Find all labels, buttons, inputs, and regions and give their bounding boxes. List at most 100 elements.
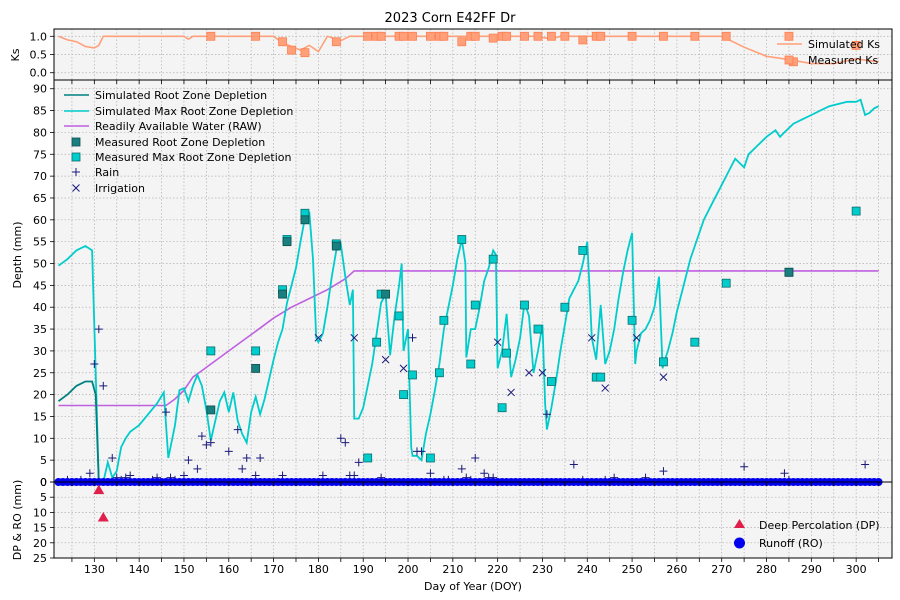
dp-ro-y-axis-label: DP & RO (mm) <box>11 480 24 561</box>
rain-point <box>471 453 480 462</box>
x-tick-label: 260 <box>666 563 687 576</box>
dp-ro-y-tick-label: 25 <box>33 552 47 565</box>
rain-point <box>184 456 193 465</box>
irrigation-point <box>381 355 390 364</box>
measured-ks-point <box>502 31 512 41</box>
measured-ks-point <box>300 48 310 58</box>
measured-ks-point <box>690 31 700 41</box>
rain-point <box>341 438 350 447</box>
measured-max-rzd-point <box>372 337 382 347</box>
measured-ks-point <box>457 37 467 47</box>
measured-max-rzd-point <box>533 324 543 334</box>
measured-ks-point <box>331 37 341 47</box>
measured-max-rzd-point <box>627 315 637 325</box>
measured-ks-point <box>363 31 373 41</box>
depletion-y-tick-label: 5 <box>40 454 47 467</box>
legend-simulated-rzd-label: Simulated Root Zone Depletion <box>95 89 267 102</box>
legend-raw-label: Readily Available Water (RAW) <box>95 120 262 133</box>
legend-simulated-max-rzd-label: Simulated Max Root Zone Depletion <box>95 105 293 118</box>
x-tick-label: 300 <box>846 563 867 576</box>
rain-point <box>354 458 363 467</box>
measured-ks-point <box>439 31 449 41</box>
simulated-ks-line <box>58 35 879 65</box>
legend-measured-rzd-marker <box>71 137 81 147</box>
measured-rzd-point <box>331 241 341 251</box>
ks-panel: 0.0 0.5 1.0 Ks Simulated Ks Measured Ks <box>9 28 893 81</box>
x-tick-label: 250 <box>622 563 643 576</box>
rain-point <box>659 467 668 476</box>
depletion-y-tick-label: 30 <box>33 345 47 358</box>
legend-measured-rzd-label: Measured Root Zone Depletion <box>95 136 265 149</box>
rain-point <box>336 434 345 443</box>
measured-max-rzd-point <box>434 368 444 378</box>
depletion-y-tick-label: 60 <box>33 214 47 227</box>
depletion-y-tick-label: 35 <box>33 323 47 336</box>
irrigation-point <box>350 333 359 342</box>
measured-rzd-point <box>282 237 292 247</box>
dp-ro-y-tick-label: 20 <box>33 537 47 550</box>
depletion-y-tick-label: 10 <box>33 432 47 445</box>
depletion-y-tick-label: 90 <box>33 83 47 96</box>
measured-max-rzd-point <box>721 278 731 288</box>
legend-rain-marker <box>72 168 80 176</box>
measured-max-rzd-point <box>497 403 507 413</box>
legend-measured-max-rzd-marker <box>71 152 81 162</box>
x-tick-label: 290 <box>801 563 822 576</box>
x-axis-ticks: 130 140 150 160 170 180 190 200 210 220 230 240 250 2… <box>71 80 879 576</box>
depletion-panel: 0 5 10 15 20 25 30 35 40 45 50 55 60 65 70 75 80 85 90 Dep… <box>11 79 893 489</box>
ks-legend: Simulated Ks Measured Ks <box>777 38 880 67</box>
measured-max-rzd-point <box>488 254 498 264</box>
x-axis-label: Day of Year (DOY) <box>424 580 522 593</box>
x-tick-label: 230 <box>532 563 553 576</box>
rain-point <box>542 410 551 419</box>
measured-max-rzd-point <box>502 348 512 358</box>
legend-measured-ks-label: Measured Ks <box>808 54 878 67</box>
depletion-y-axis-label: Depth (mm) <box>11 221 24 288</box>
depletion-y-tick-label: 15 <box>33 410 47 423</box>
x-tick-label: 200 <box>398 563 419 576</box>
measured-ks-point <box>784 31 794 41</box>
depletion-y-tick-label: 65 <box>33 192 47 205</box>
rain-point <box>224 447 233 456</box>
x-tick-label: 210 <box>442 563 463 576</box>
dp-ro-plot-area <box>54 482 892 558</box>
legend-irrigation-marker <box>72 184 80 192</box>
depletion-y-tick-label: 75 <box>33 148 47 161</box>
measured-ks-point <box>287 45 296 55</box>
measured-rzd-point <box>251 363 261 373</box>
measured-ks-point <box>251 31 261 41</box>
irrigation-point <box>493 338 502 347</box>
rain-point <box>162 408 171 417</box>
measured-max-rzd-point <box>466 359 476 369</box>
rain-point <box>740 462 749 471</box>
simulated-max-rzd-line <box>57 98 879 483</box>
measured-rzd-point <box>278 289 287 299</box>
chart-title: 2023 Corn E42FF Dr <box>385 11 517 26</box>
legend-measured-ks-marker <box>784 55 794 65</box>
ks-y-tick-label: 0.0 <box>30 67 48 80</box>
measured-ks-point <box>560 31 570 41</box>
measured-ks-point <box>721 31 731 41</box>
rain-point <box>99 381 108 390</box>
x-tick-label: 150 <box>173 563 194 576</box>
depletion-y-ticks: 0 5 10 15 20 25 30 35 40 45 50 55 60 65 70 75 80 85 90 <box>33 83 54 489</box>
measured-ks-point <box>533 31 543 41</box>
measured-ks-point <box>426 31 435 41</box>
measured-ks-point <box>547 31 556 41</box>
rain-point <box>94 325 103 334</box>
irrigation-point <box>507 388 515 397</box>
depletion-data <box>57 98 879 484</box>
x-tick-label: 220 <box>487 563 508 576</box>
measured-max-rzd-point <box>659 357 668 367</box>
dp-ro-grid <box>54 481 892 559</box>
rain-point <box>256 453 265 462</box>
x-tick-label: 270 <box>711 563 732 576</box>
measured-ks-point <box>470 31 480 41</box>
dp-ro-y-tick-label: 0 <box>40 476 47 489</box>
measured-max-rzd-point <box>470 300 480 310</box>
deep-percolation-point <box>97 511 109 522</box>
depletion-y-tick-label: 40 <box>33 301 47 314</box>
legend-simulated-ks-label: Simulated Ks <box>808 38 880 51</box>
depletion-legend: Simulated Root Zone Depletion Simulated … <box>64 89 293 195</box>
